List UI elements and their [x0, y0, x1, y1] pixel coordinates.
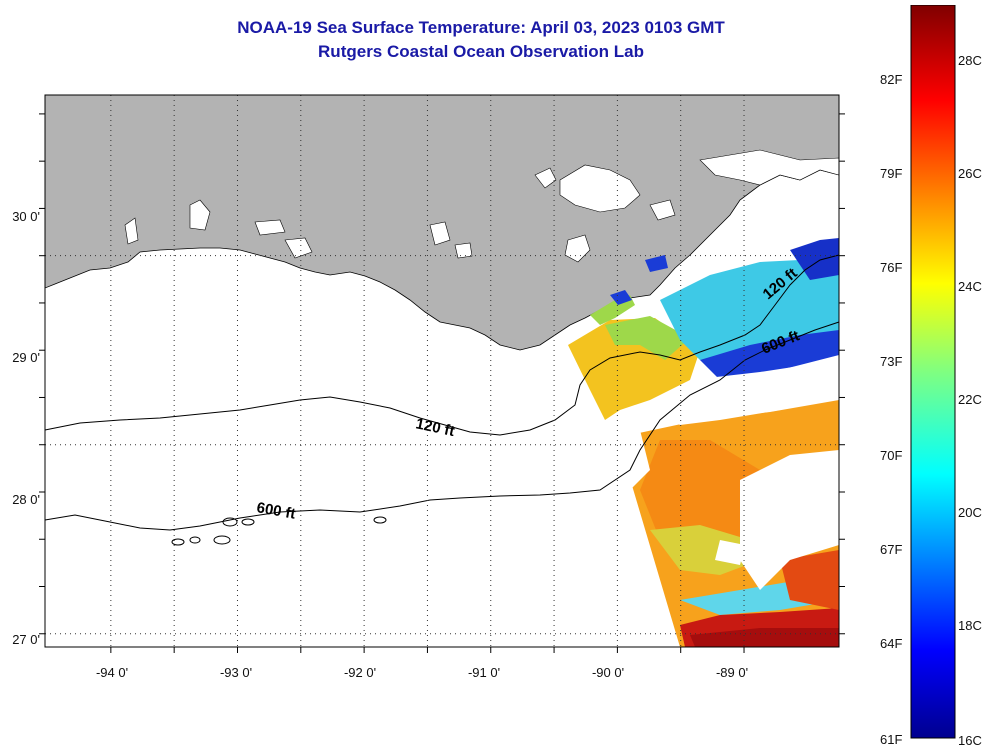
sst-swath: [568, 238, 839, 647]
sst-darkred-strip: [690, 628, 839, 647]
colorbar-c-18: 18C: [958, 618, 982, 633]
colorbar-f-73: 73F: [880, 354, 903, 369]
colorbar-c-24: 24C: [958, 279, 982, 294]
colorbar-c-20: 20C: [958, 505, 982, 520]
lat-label-27: 27 0': [12, 632, 40, 647]
map-subtitle: Rutgers Coastal Ocean Observation Lab: [318, 42, 644, 61]
lon-label-89: -89 0': [715, 665, 749, 680]
isobath-ring-1: [171, 538, 185, 546]
lat-label-29: 29 0': [12, 350, 40, 365]
colorbar-c-26: 26C: [958, 166, 982, 181]
lon-label-90: -90 0': [591, 665, 625, 680]
delta-blue-fringe: [610, 255, 668, 305]
colorbar-c-28: 28C: [958, 53, 982, 68]
lon-label-93: -93 0': [219, 665, 253, 680]
colorbar-f-70: 70F: [880, 448, 903, 463]
lat-label-28: 28 0': [12, 492, 40, 507]
isobath-contours: [44, 254, 840, 546]
isobath-600ft: [44, 321, 840, 531]
lake-small-7: [254, 219, 286, 236]
temperature-colorbar: [910, 5, 956, 739]
sst-red-east: [780, 550, 839, 610]
cloud-gap-1: [660, 360, 839, 425]
bay-east: [699, 149, 839, 186]
isobath-ring-3: [222, 517, 238, 527]
lon-label-94: -94 0': [95, 665, 129, 680]
colorbar-gradient: [910, 5, 956, 739]
sst-blue-patch-1: [700, 330, 839, 380]
isobath-120ft: [44, 254, 840, 436]
lake-small-4: [189, 199, 211, 231]
isobath-ring-5: [241, 518, 255, 526]
frame-ticks: [39, 113, 845, 653]
colorbar-f-79: 79F: [880, 166, 903, 181]
lake-small-8: [454, 242, 473, 259]
lake-small-3: [284, 237, 313, 259]
lake-small-5: [124, 217, 139, 245]
lake-small-6: [429, 221, 451, 246]
isobath-ring-6: [373, 516, 387, 524]
lake-small-9: [649, 199, 676, 221]
colorbar-f-61: 61F: [880, 732, 903, 747]
contour-label-600ft-west: 600 ft: [255, 499, 297, 523]
colorbar-f-82: 82F: [880, 72, 903, 87]
colorbar-f-64: 64F: [880, 636, 903, 651]
colorbar-c-22: 22C: [958, 392, 982, 407]
sst-blue-patch-2: [790, 238, 839, 280]
colorbar-f-67: 67F: [880, 542, 903, 557]
cloud-gap-2: [740, 450, 839, 590]
lake-pontchartrain: [559, 164, 641, 213]
map-frame: [44, 94, 840, 648]
sst-cyan-band: [660, 258, 839, 360]
cloud-gap-4: [715, 540, 745, 565]
lake-small-2: [564, 234, 591, 263]
isobath-ring-2: [189, 536, 201, 544]
lon-label-91: -91 0': [467, 665, 501, 680]
isobath-ring-4: [213, 535, 231, 545]
lake-small-1: [534, 167, 557, 189]
colorbar-c-16: 16C: [958, 733, 982, 748]
lat-label-30: 30 0': [12, 209, 40, 224]
graticule-grid: [45, 95, 839, 647]
lon-label-92: -92 0': [343, 665, 377, 680]
colorbar-f-76: 76F: [880, 260, 903, 275]
sst-green-nearshore: [605, 316, 690, 360]
map-title: NOAA-19 Sea Surface Temperature: April 0…: [237, 18, 725, 37]
